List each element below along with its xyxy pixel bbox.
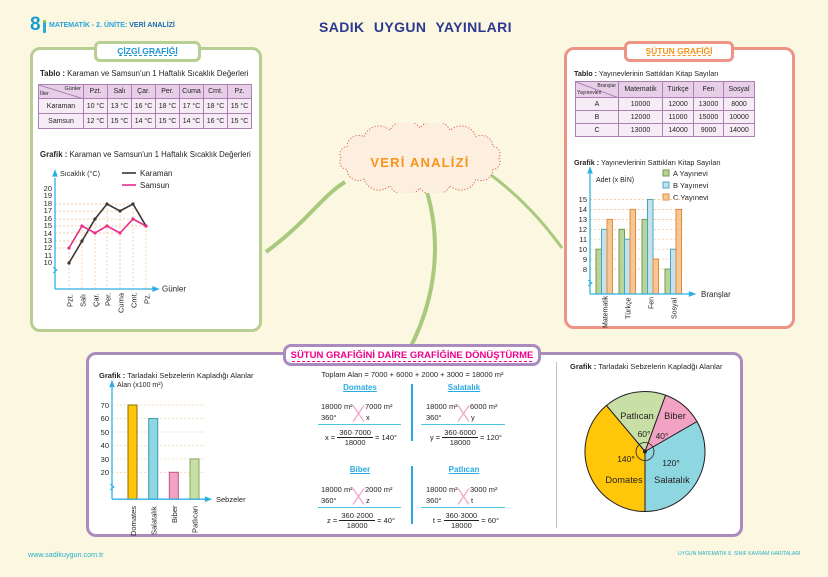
svg-text:11: 11 xyxy=(579,235,587,244)
svg-text:13: 13 xyxy=(579,215,587,224)
svg-text:Salı: Salı xyxy=(79,294,88,307)
svg-text:19: 19 xyxy=(44,191,52,200)
svg-text:Per.: Per. xyxy=(104,293,113,306)
svg-text:40: 40 xyxy=(101,441,109,450)
svg-text:30: 30 xyxy=(101,455,109,464)
svg-text:Samsun: Samsun xyxy=(140,181,169,190)
svg-text:C Yayınevi: C Yayınevi xyxy=(673,193,709,202)
svg-text:Salatalık: Salatalık xyxy=(654,475,690,485)
svg-text:9: 9 xyxy=(583,255,587,264)
svg-text:10: 10 xyxy=(44,258,52,267)
svg-text:Alan (x100 m²): Alan (x100 m²) xyxy=(117,382,163,389)
svg-text:15: 15 xyxy=(579,195,587,204)
svg-text:Adet (x BİN): Adet (x BİN) xyxy=(596,175,634,184)
svg-text:120°: 120° xyxy=(662,458,680,468)
svg-text:Domates: Domates xyxy=(605,475,643,485)
svg-text:Patlıcan: Patlıcan xyxy=(191,506,200,533)
svg-text:50: 50 xyxy=(101,428,109,437)
svg-text:16: 16 xyxy=(44,214,52,223)
svg-text:Karaman: Karaman xyxy=(140,169,172,178)
svg-text:Domates: Domates xyxy=(129,506,138,536)
svg-text:VERİ ANALİZİ: VERİ ANALİZİ xyxy=(370,155,469,170)
svg-text:20: 20 xyxy=(101,468,109,477)
svg-text:14: 14 xyxy=(44,229,52,238)
svg-text:14: 14 xyxy=(579,205,587,214)
svg-text:Çar.: Çar. xyxy=(92,293,101,307)
svg-text:13: 13 xyxy=(44,236,52,245)
svg-text:12: 12 xyxy=(44,243,52,252)
svg-text:Salatalık: Salatalık xyxy=(150,506,159,535)
svg-text:10: 10 xyxy=(579,245,587,254)
svg-text:11: 11 xyxy=(44,251,52,260)
svg-text:Matematik: Matematik xyxy=(603,295,610,328)
svg-text:15: 15 xyxy=(44,221,52,230)
svg-text:Biber: Biber xyxy=(170,505,179,523)
svg-text:40°: 40° xyxy=(656,431,669,441)
svg-text:60°: 60° xyxy=(638,429,651,439)
svg-text:70: 70 xyxy=(101,401,109,410)
svg-text:Sosyal: Sosyal xyxy=(672,298,679,319)
svg-text:8: 8 xyxy=(583,265,587,274)
svg-text:Günler: Günler xyxy=(162,285,186,294)
svg-text:Pz.: Pz. xyxy=(143,293,152,304)
svg-text:Sıcaklık (°C): Sıcaklık (°C) xyxy=(60,169,100,178)
svg-text:Cuma: Cuma xyxy=(117,292,126,313)
svg-text:A Yayınevi: A Yayınevi xyxy=(673,169,708,178)
svg-text:Patlıcan: Patlıcan xyxy=(620,411,654,421)
svg-text:Sebzeler: Sebzeler xyxy=(216,495,246,504)
svg-text:140°: 140° xyxy=(617,454,635,464)
svg-text:12: 12 xyxy=(579,225,587,234)
svg-text:Fen: Fen xyxy=(649,297,656,309)
svg-text:18: 18 xyxy=(44,199,52,208)
svg-text:20: 20 xyxy=(44,184,52,193)
svg-text:Biber: Biber xyxy=(664,411,686,421)
svg-text:Cmt.: Cmt. xyxy=(130,292,139,308)
svg-text:Türkçe: Türkçe xyxy=(626,298,633,320)
svg-text:17: 17 xyxy=(44,206,52,215)
svg-text:Branşlar: Branşlar xyxy=(701,290,731,299)
svg-text:B Yayınevi: B Yayınevi xyxy=(673,181,708,190)
svg-text:60: 60 xyxy=(101,414,109,423)
svg-text:Pzt.: Pzt. xyxy=(66,294,75,307)
